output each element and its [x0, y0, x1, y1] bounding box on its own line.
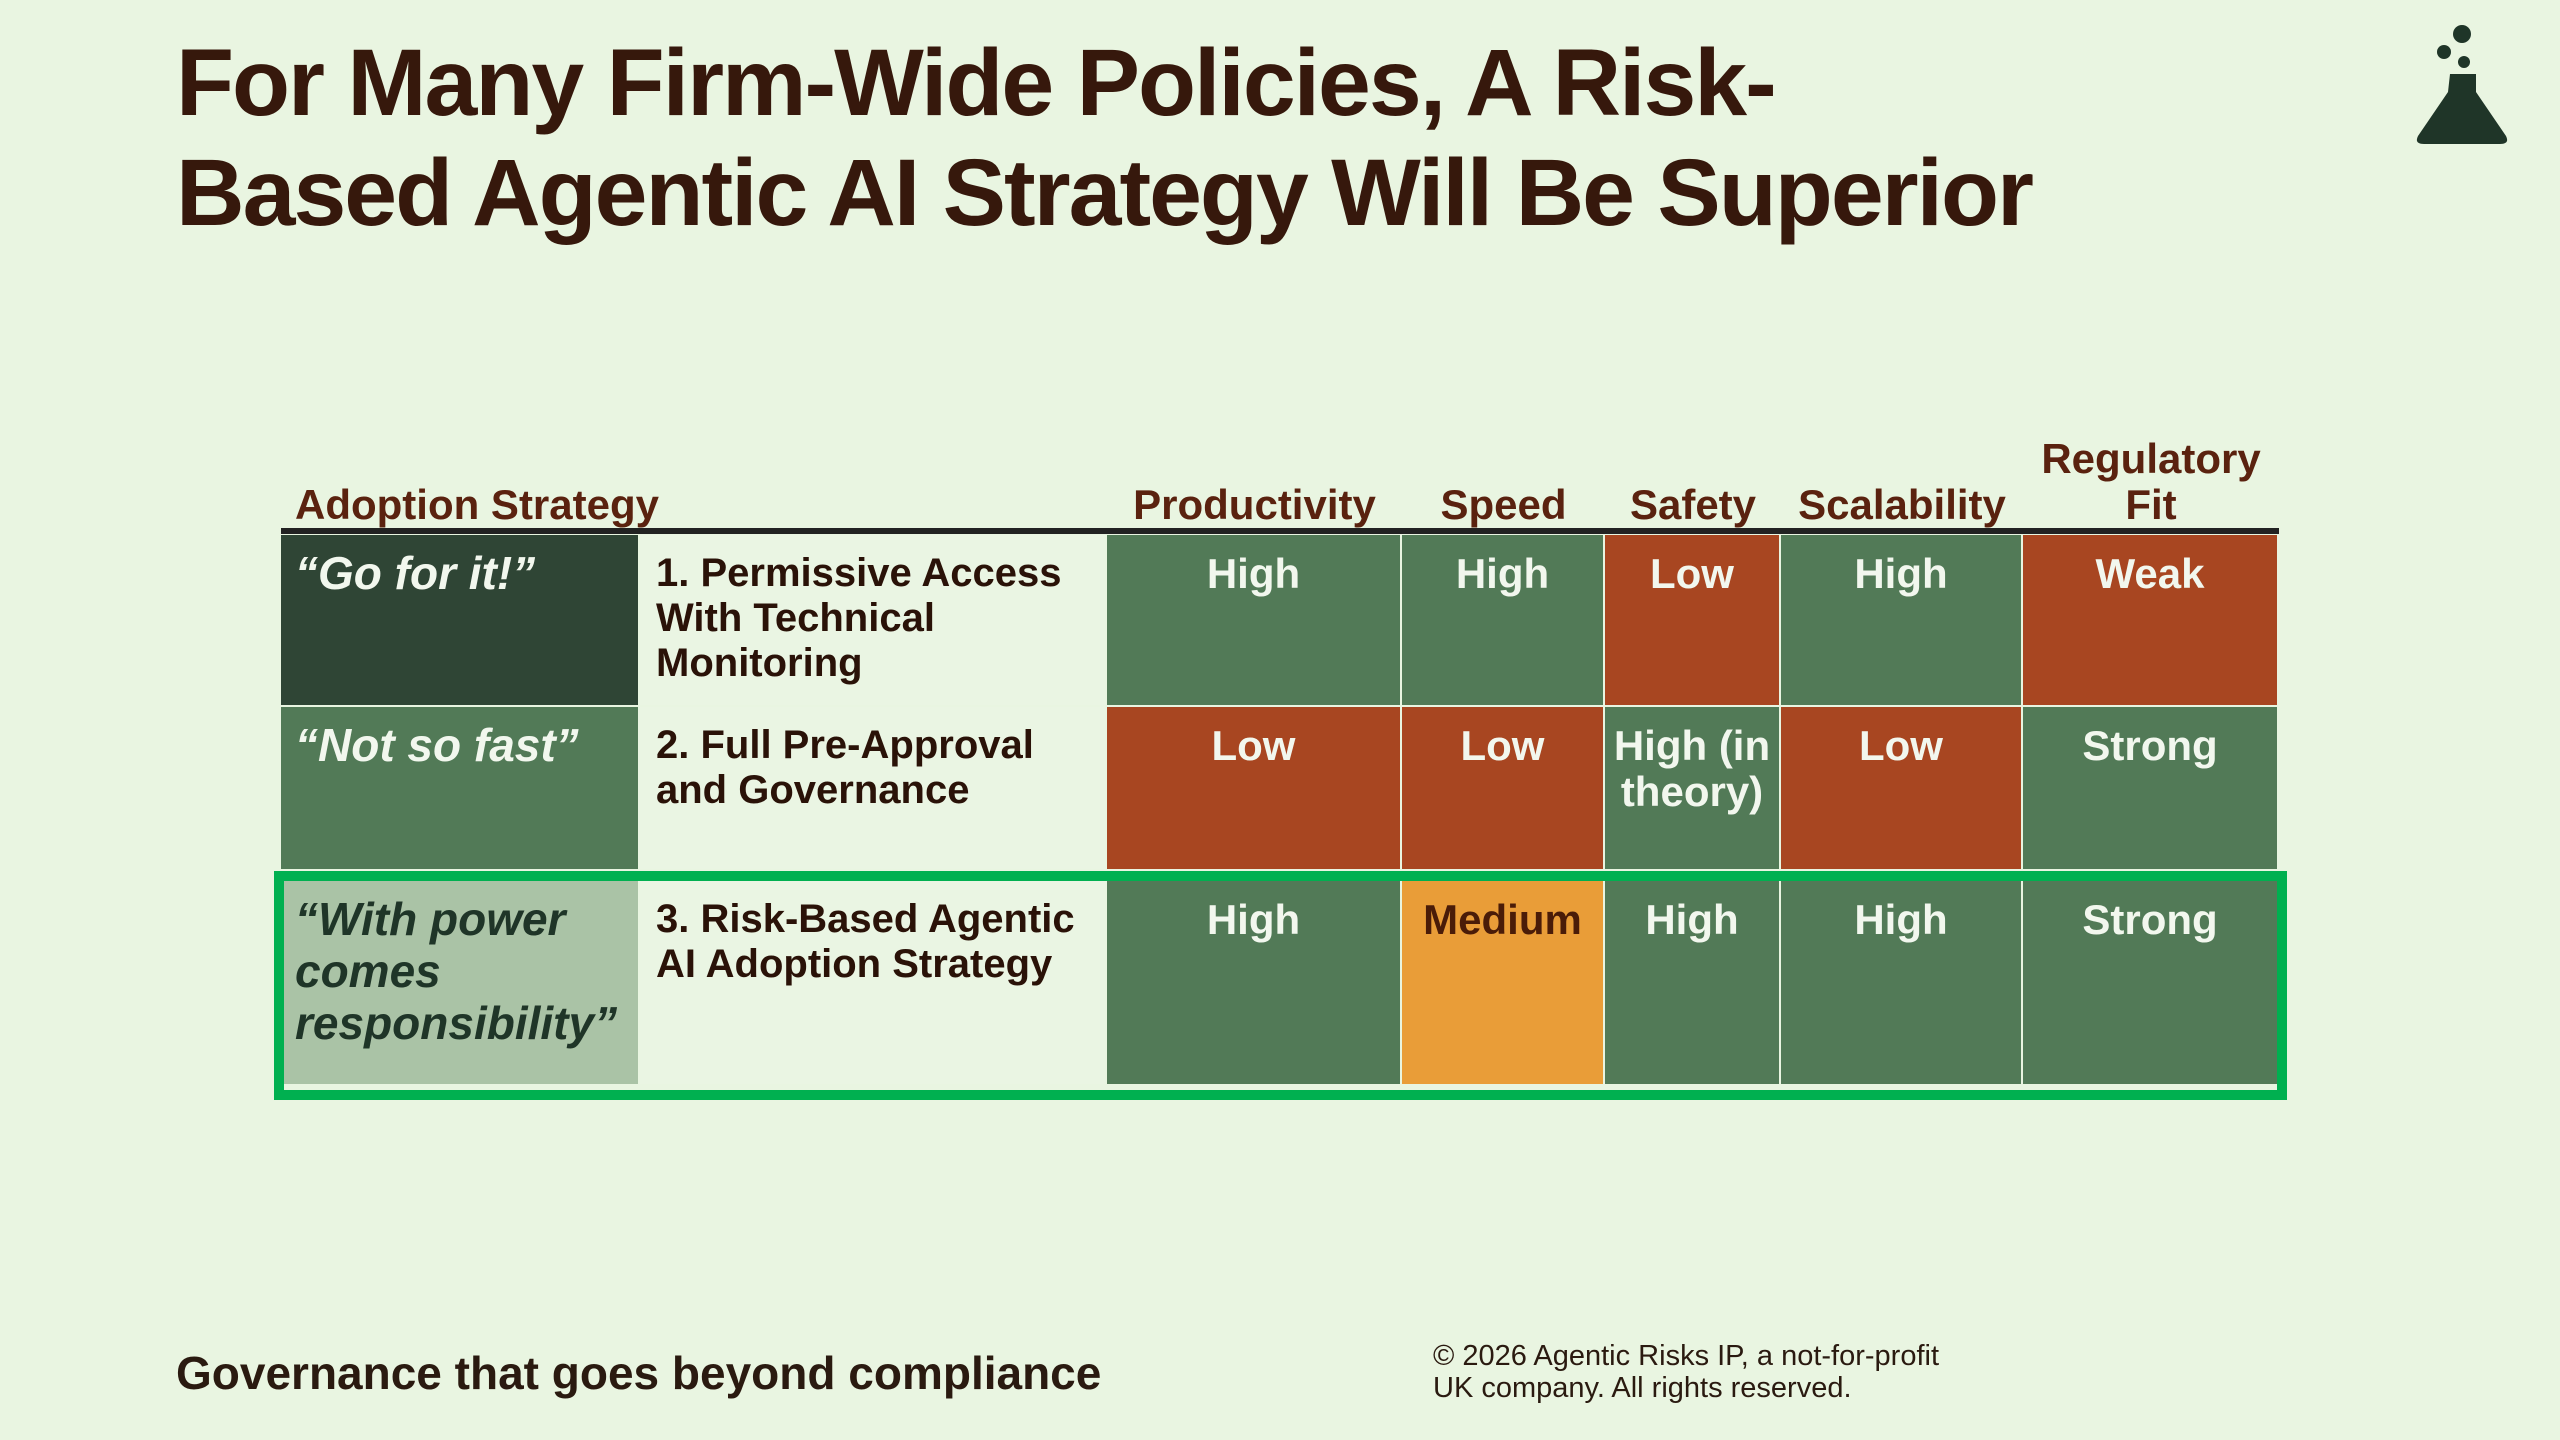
column-header: Scalability: [1798, 481, 2006, 528]
rating-cell: Low: [1605, 535, 1779, 705]
rating-cell: Low: [1402, 707, 1603, 869]
rating-cell: High: [1107, 535, 1400, 705]
column-header: Productivity: [1133, 481, 1376, 528]
column-header: Speed: [1440, 481, 1567, 528]
title: For Many Firm-Wide Policies, A Risk- Bas…: [176, 28, 2034, 248]
rating-cell: High: [1107, 881, 1400, 1084]
copyright: © 2026 Agentic Risks IP, a not-for-profi…: [1433, 1340, 1939, 1404]
title-line: For Many Firm-Wide Policies, A Risk-: [176, 30, 1777, 136]
rating-cell: High: [1402, 535, 1603, 705]
column-header: Safety: [1629, 481, 1757, 528]
tagline: Governance that goes beyond compliance: [176, 1347, 1102, 1399]
strategy-motto: “With power comes responsibility”: [281, 881, 638, 1084]
rating-cell: Weak: [2023, 535, 2277, 705]
rating-cell: High: [1781, 881, 2021, 1084]
column-header: Regulatory Fit: [2041, 435, 2261, 528]
copyright-line: © 2026 Agentic Risks IP, a not-for-profi…: [1433, 1340, 1940, 1372]
rating-cell: Low: [1781, 707, 2021, 869]
rating-cell: Low: [1107, 707, 1400, 869]
rating-cell: Strong: [2023, 881, 2277, 1084]
strategy-motto: “Go for it!”: [281, 535, 638, 705]
rating-cell: High: [1781, 535, 2021, 705]
strategy-motto: “Not so fast”: [281, 707, 638, 869]
rating-cell: High (in theory): [1605, 707, 1779, 869]
header-rule: [281, 528, 2279, 534]
strategy-name: 2. Full Pre-Approval and Governance: [640, 707, 1105, 869]
flask-icon: [2416, 25, 2508, 144]
rating-cell: High: [1605, 881, 1779, 1084]
column-header: Adoption Strategy: [295, 481, 659, 528]
title-line: Based Agentic AI Strategy Will Be Superi…: [176, 140, 2034, 246]
rating-cell: Medium: [1402, 881, 1603, 1084]
strategy-name: 3. Risk-Based Agentic AI Adoption Strate…: [640, 881, 1105, 1084]
copyright-line: UK company. All rights reserved.: [1433, 1372, 1852, 1404]
rating-cell: Strong: [2023, 707, 2277, 869]
highlight-border: [274, 871, 2287, 1100]
strategy-name: 1. Permissive Access With Technical Moni…: [640, 535, 1105, 705]
